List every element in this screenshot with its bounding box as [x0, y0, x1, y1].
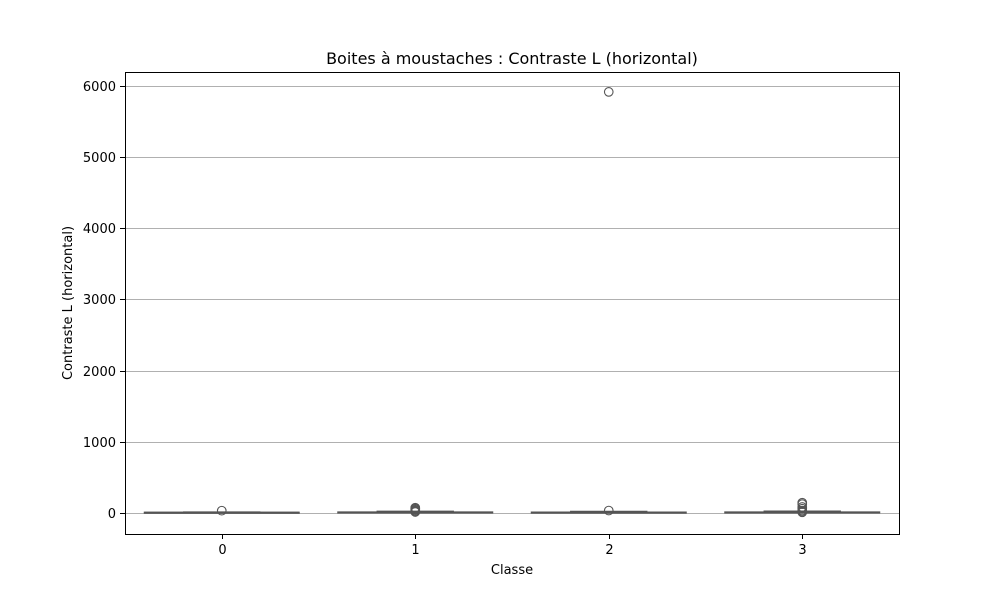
y-tick-label: 4000 [83, 222, 116, 237]
x-axis-label: Classe [491, 563, 533, 578]
y-tick-label: 0 [108, 507, 116, 522]
outlier-point [603, 505, 614, 516]
y-tick-label: 6000 [83, 80, 116, 95]
outlier-point [410, 502, 421, 513]
box-group-1 [337, 502, 494, 517]
y-axis: 0 1000 2000 3000 4000 5000 6000 [83, 80, 125, 522]
x-tick-label: 1 [411, 543, 419, 558]
box-group-2 [530, 87, 687, 516]
y-axis-label: Contraste L (horizontal) [61, 226, 76, 380]
outlier-point [603, 87, 614, 97]
box-group-3 [724, 497, 881, 518]
x-axis: 0 1 2 3 [218, 534, 807, 558]
grid-lines [125, 86, 899, 514]
x-tick-label: 0 [218, 543, 226, 558]
outlier-point [797, 497, 808, 508]
y-tick-label: 2000 [83, 365, 116, 380]
box-series [143, 87, 881, 518]
outlier-point [797, 502, 808, 512]
x-tick-label: 2 [605, 543, 613, 558]
y-tick-label: 1000 [83, 436, 116, 451]
plot-frame [125, 72, 900, 535]
y-tick-label: 5000 [83, 151, 116, 166]
y-tick-label: 3000 [83, 293, 116, 308]
x-tick-label: 3 [798, 543, 806, 558]
chart-title: Boites à moustaches : Contraste L (horiz… [326, 49, 698, 68]
box-group-0 [143, 505, 300, 516]
outlier-point [216, 505, 227, 516]
